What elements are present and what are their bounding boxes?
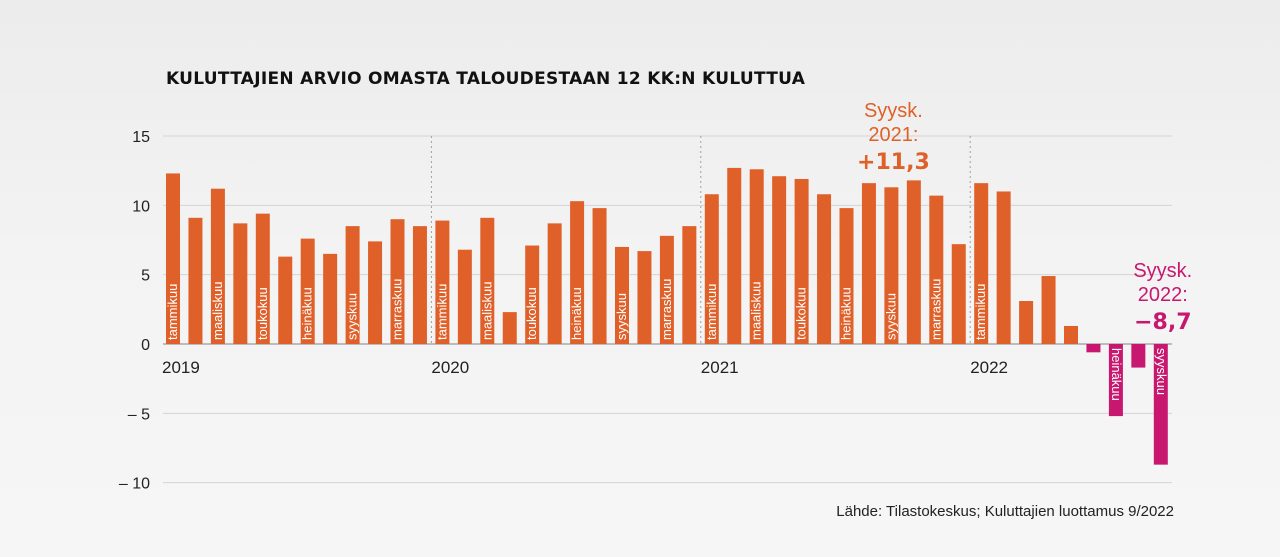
month-label: heinäkuu	[569, 287, 584, 340]
month-label: tammikuu	[704, 284, 719, 340]
month-label: marraskuu	[659, 279, 674, 340]
y-tick-label: – 5	[128, 406, 150, 423]
month-label: maaliskuu	[479, 281, 494, 340]
bar	[480, 217, 495, 344]
annotation-label: Syysk.	[864, 100, 923, 122]
y-tick-label: 5	[141, 268, 150, 285]
annotation-label: 2022:	[1138, 284, 1188, 306]
y-tick-label: 0	[141, 337, 150, 354]
y-tick-label: – 10	[119, 476, 150, 493]
bar	[210, 188, 225, 344]
bar	[817, 194, 832, 344]
bar	[615, 246, 629, 344]
bar	[996, 191, 1011, 344]
bar	[525, 245, 540, 344]
year-label: 2021	[701, 358, 739, 377]
bar	[704, 194, 719, 344]
bar	[502, 312, 517, 344]
month-label: heinäkuu	[839, 287, 854, 340]
bar	[929, 195, 944, 344]
month-label: toukokuu	[255, 287, 270, 340]
bar	[412, 226, 427, 344]
bar	[884, 187, 899, 344]
bar	[637, 251, 652, 344]
bar	[457, 249, 472, 344]
bar	[659, 235, 674, 344]
annotation-label: 2021:	[868, 124, 918, 146]
chart-source: Lähde: Tilastokeskus; Kuluttajien luotta…	[836, 503, 1174, 520]
bar	[255, 213, 270, 344]
year-label: 2020	[431, 358, 469, 377]
month-label: toukokuu	[794, 287, 809, 340]
month-label: maaliskuu	[749, 281, 764, 340]
annotation-value: −8,7	[1134, 310, 1191, 335]
annotation-value: +11,3	[857, 150, 930, 175]
bar	[974, 183, 989, 344]
bar	[166, 173, 180, 344]
month-label: marraskuu	[928, 279, 943, 340]
month-label: tammikuu	[973, 284, 988, 340]
bar	[368, 241, 383, 344]
bar	[435, 220, 450, 344]
month-label: syyskuu	[883, 293, 898, 340]
bar	[592, 208, 607, 344]
month-label: tammikuu	[434, 284, 449, 340]
bar	[188, 217, 203, 344]
bars-layer	[166, 167, 1168, 465]
bar	[1131, 344, 1146, 368]
month-label: heinäkuu	[1109, 348, 1124, 401]
bar	[323, 253, 338, 344]
month-label: syyskuu	[614, 293, 629, 340]
bar	[278, 256, 293, 344]
bar	[1064, 325, 1078, 344]
bar	[951, 244, 966, 344]
year-label: 2019	[162, 358, 200, 377]
bar	[794, 178, 809, 344]
y-tick-label: 15	[132, 129, 150, 146]
bar	[1041, 276, 1056, 344]
bar	[300, 238, 315, 344]
y-tick-label: 10	[132, 198, 150, 215]
month-label: tammikuu	[165, 284, 180, 340]
month-label: syyskuu	[345, 293, 360, 340]
annotation-label: Syysk.	[1133, 260, 1192, 282]
bar	[345, 226, 360, 344]
bar	[839, 208, 854, 344]
bar	[727, 167, 742, 344]
bar	[1153, 344, 1168, 465]
year-label: 2022	[970, 358, 1008, 377]
bar	[1108, 344, 1123, 417]
bar	[906, 180, 921, 344]
bar	[772, 176, 787, 344]
month-label: toukokuu	[524, 287, 539, 340]
bar	[861, 183, 876, 344]
bar	[390, 219, 405, 344]
bar	[570, 201, 585, 344]
chart-title: KULUTTAJIEN ARVIO OMASTA TALOUDESTAAN 12…	[166, 69, 806, 89]
month-label: syyskuu	[1154, 348, 1169, 395]
month-label: heinäkuu	[300, 287, 315, 340]
bar	[547, 223, 562, 344]
labels-layer: tammikuu maaliskuu toukokuu heinäkuu syyskuu…	[162, 279, 1169, 401]
month-label: marraskuu	[390, 279, 405, 340]
bar	[1019, 301, 1034, 344]
bar	[1086, 344, 1101, 353]
bar	[749, 169, 764, 344]
month-label: maaliskuu	[210, 281, 225, 340]
bar	[233, 223, 248, 344]
bar	[682, 226, 697, 344]
